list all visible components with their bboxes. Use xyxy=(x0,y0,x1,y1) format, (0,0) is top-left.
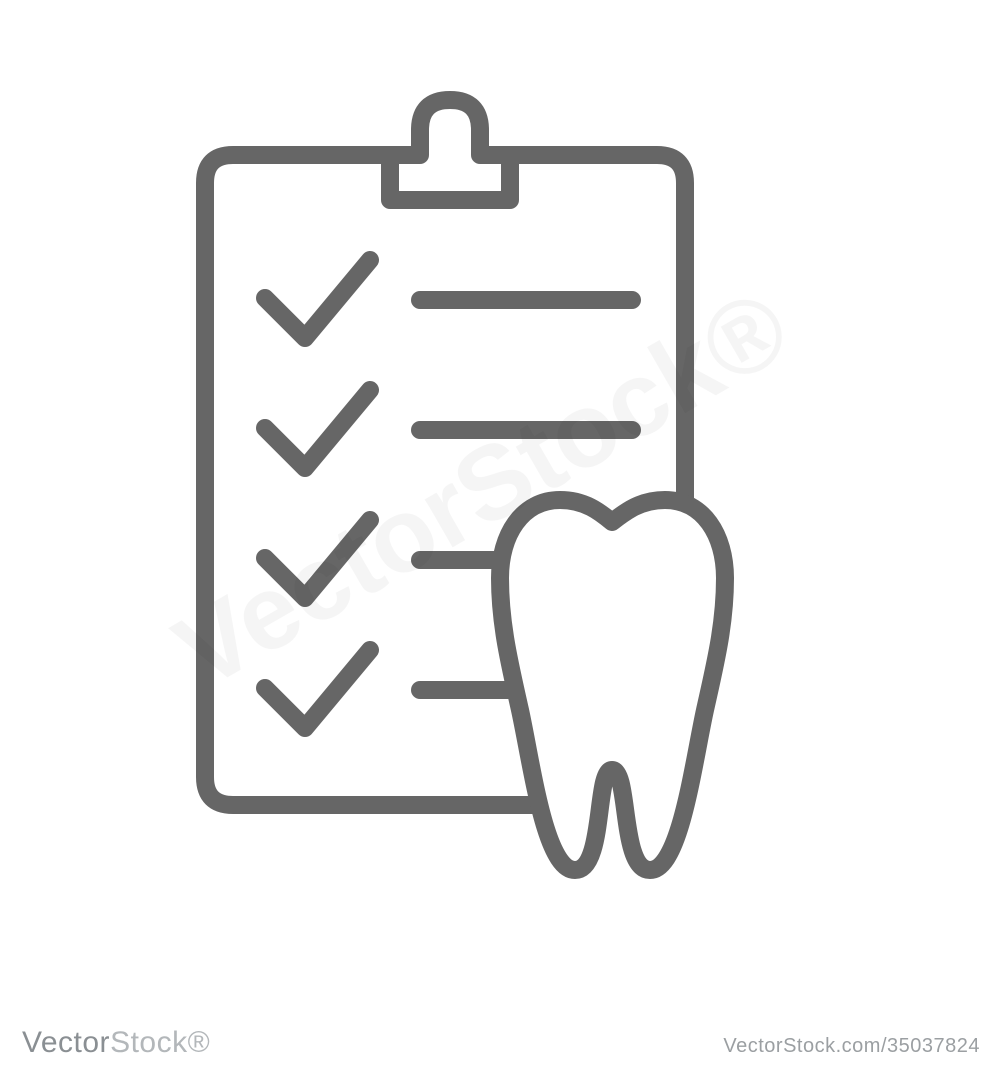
canvas: VectorStock® VectorStock® VectorStock.co… xyxy=(0,0,1000,1080)
tooth-icon xyxy=(500,500,725,870)
brand-logo: VectorStock® xyxy=(22,1026,210,1060)
checklist-row-2 xyxy=(265,390,632,468)
checkmark-icon xyxy=(265,390,370,468)
image-id: VectorStock.com/35037824 xyxy=(723,1035,980,1058)
brand-suffix: ® xyxy=(188,1026,211,1059)
brand-text-right: Stock xyxy=(110,1026,188,1059)
clipboard-clip xyxy=(390,100,510,200)
brand-text-left: Vector xyxy=(22,1026,110,1059)
checklist-row-1 xyxy=(265,260,632,338)
dental-checklist-tooth-icon xyxy=(0,0,1000,1000)
checkmark-icon xyxy=(265,520,370,598)
checkmark-icon xyxy=(265,650,370,728)
checklist-row-4 xyxy=(265,650,510,728)
checkmark-icon xyxy=(265,260,370,338)
